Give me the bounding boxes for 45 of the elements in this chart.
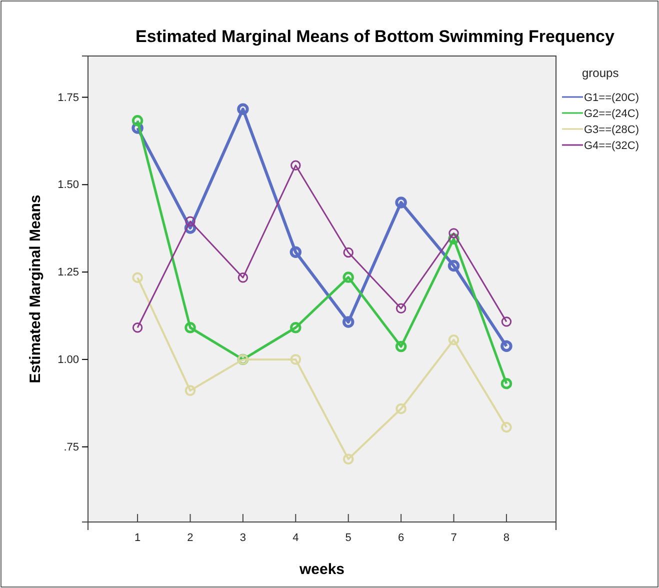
point bbox=[448, 334, 460, 346]
point bbox=[342, 454, 354, 464]
point bbox=[237, 103, 249, 115]
point bbox=[396, 403, 406, 414]
x-tick-label: 4 bbox=[292, 532, 299, 544]
y-tick-label: 1.50 bbox=[58, 179, 79, 192]
point bbox=[290, 246, 302, 258]
point bbox=[343, 247, 354, 258]
point bbox=[290, 160, 301, 171]
point bbox=[342, 272, 354, 283]
x-tick-label: 8 bbox=[503, 532, 510, 544]
legend-label: G4==(32C) bbox=[584, 140, 640, 152]
point bbox=[132, 322, 143, 333]
point bbox=[290, 354, 302, 365]
point bbox=[185, 216, 196, 226]
x-tick-label: 2 bbox=[187, 532, 194, 544]
point bbox=[395, 196, 407, 208]
x-tick-label: 1 bbox=[134, 532, 141, 544]
legend-label: G2==(24C) bbox=[584, 108, 640, 120]
legend-label: G1==(20C) bbox=[584, 92, 640, 104]
x-axis-title: weeks bbox=[298, 561, 345, 578]
point bbox=[132, 272, 143, 283]
x-tick-label: 6 bbox=[398, 532, 404, 544]
legend-title: groups bbox=[582, 66, 619, 80]
y-tick-label: 1.25 bbox=[58, 266, 79, 279]
x-tick-label: 7 bbox=[450, 532, 457, 544]
point bbox=[184, 385, 196, 396]
x-tick-label: 5 bbox=[345, 532, 352, 544]
y-axis-title: Estimated Marginal Means bbox=[27, 194, 44, 384]
point bbox=[238, 272, 248, 283]
y-tick-label: 1.75 bbox=[58, 92, 79, 104]
y-tick-label: 1.00 bbox=[58, 354, 79, 366]
point bbox=[290, 322, 302, 334]
legend-label: G3==(28C) bbox=[584, 124, 640, 136]
point bbox=[501, 422, 512, 433]
x-tick-label: 3 bbox=[240, 532, 246, 544]
point bbox=[396, 303, 406, 314]
y-tick-label: .75 bbox=[64, 441, 79, 454]
point bbox=[501, 316, 512, 327]
point bbox=[184, 322, 196, 334]
chart-title: Estimated Marginal Means of Bottom Swimming Frequency bbox=[136, 27, 615, 46]
point bbox=[448, 228, 459, 238]
point bbox=[395, 340, 407, 352]
point bbox=[342, 316, 354, 328]
point bbox=[448, 260, 460, 272]
